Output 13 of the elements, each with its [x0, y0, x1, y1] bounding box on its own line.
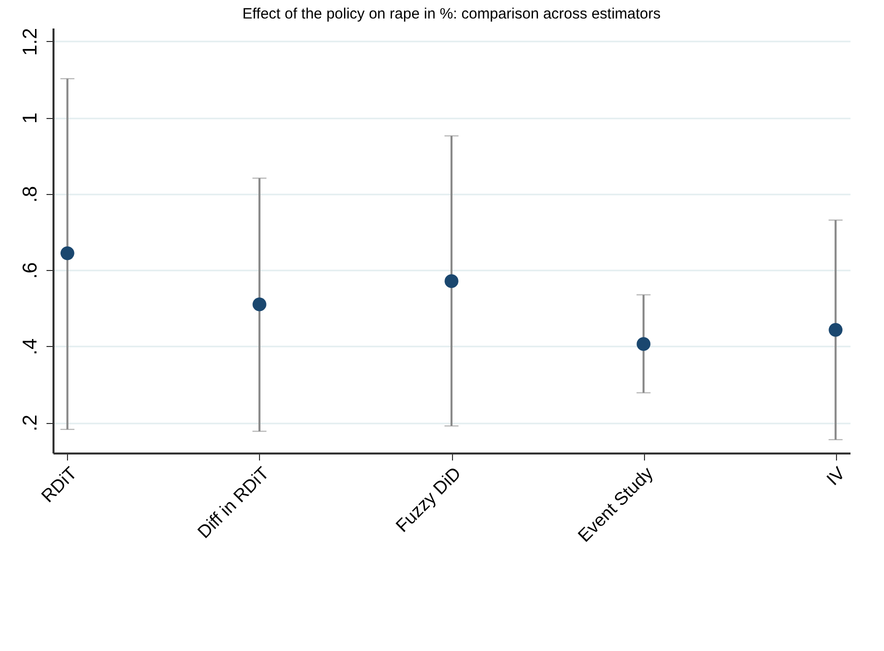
x-tick-label: IV [822, 463, 849, 490]
y-tick-label: .6 [20, 262, 42, 279]
point [828, 323, 842, 337]
y-tick-label: 1 [20, 112, 42, 124]
chart-title: Effect of the policy on rape in %: comparison across estimators [242, 5, 661, 22]
y-tick-label: .8 [20, 186, 42, 203]
point [60, 246, 74, 260]
point [444, 274, 458, 288]
y-tick-label: .4 [20, 338, 42, 356]
y-tick-label: .2 [20, 414, 42, 432]
point [636, 337, 650, 351]
point [252, 297, 266, 312]
y-tick-label: 1.2 [20, 28, 42, 56]
